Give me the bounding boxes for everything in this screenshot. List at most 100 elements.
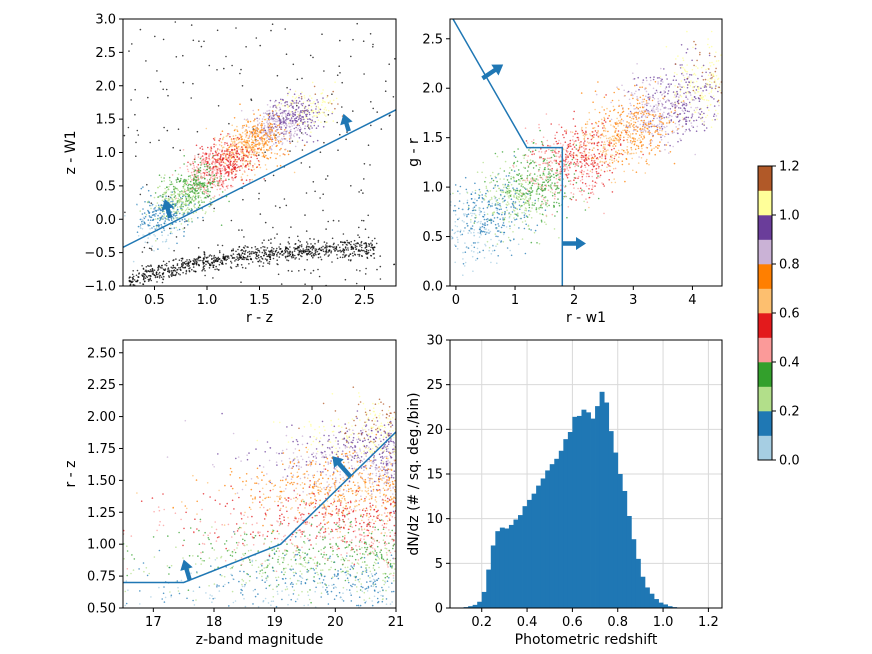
point [445,235,447,237]
point [269,156,272,159]
point [219,138,221,140]
point [635,116,637,119]
point [251,261,254,263]
point [192,39,195,42]
point [265,154,267,157]
point [216,168,218,171]
point [197,156,200,158]
point [155,240,157,242]
point [255,37,258,39]
point [219,258,221,260]
point [289,130,292,133]
point [688,81,691,84]
point [660,83,662,85]
point [605,135,607,137]
point [602,151,604,154]
point [279,164,282,167]
point [251,134,254,137]
point [161,199,164,202]
point [256,258,258,260]
point [242,157,245,159]
point [655,89,658,92]
point [538,150,540,153]
point [133,293,135,295]
point [248,140,251,142]
point [524,167,526,169]
point [157,204,160,207]
point [550,184,552,186]
point [164,222,167,225]
point [479,222,482,225]
point [508,172,511,174]
point [285,121,287,123]
point [448,237,450,239]
point [271,114,274,117]
point [276,139,279,141]
point [295,117,297,119]
point [288,111,290,113]
point [207,188,209,190]
point [526,216,529,218]
point [145,270,148,273]
point [706,99,708,101]
point [165,262,168,265]
point [365,267,367,270]
point [602,183,605,185]
point [587,137,589,140]
point [201,159,203,162]
point [168,198,170,200]
point [163,213,165,215]
point [728,87,730,89]
point [346,239,348,242]
point [225,178,227,180]
point [289,88,292,91]
point [525,215,528,217]
point [311,81,314,84]
point [181,262,183,265]
point [331,261,333,263]
point [192,186,194,188]
point [344,246,347,248]
point [306,110,309,112]
point [606,166,608,168]
point [471,225,474,227]
point [208,157,210,160]
point [372,43,374,46]
point [232,253,235,255]
point [485,218,488,221]
point [228,157,230,159]
point [162,268,165,271]
point [160,267,162,269]
point [633,104,635,107]
point [384,90,387,92]
point [572,153,575,155]
point [254,148,256,151]
point [257,128,260,130]
point [258,122,261,124]
point [246,258,248,261]
point [256,248,259,250]
point [205,174,208,176]
point [394,58,396,60]
point [169,224,172,226]
point [278,256,281,258]
point [510,169,513,171]
point [368,243,371,246]
point [146,183,148,186]
point [227,153,230,155]
point [466,192,469,194]
point [633,92,636,95]
point [288,236,291,239]
point [364,251,366,253]
point [246,132,248,135]
point [173,269,176,271]
point [275,157,277,160]
point [287,248,290,250]
point [270,242,272,244]
point [132,283,135,286]
point [198,264,200,267]
point [269,114,272,117]
point [209,168,212,171]
point [166,186,168,188]
point [221,185,224,187]
